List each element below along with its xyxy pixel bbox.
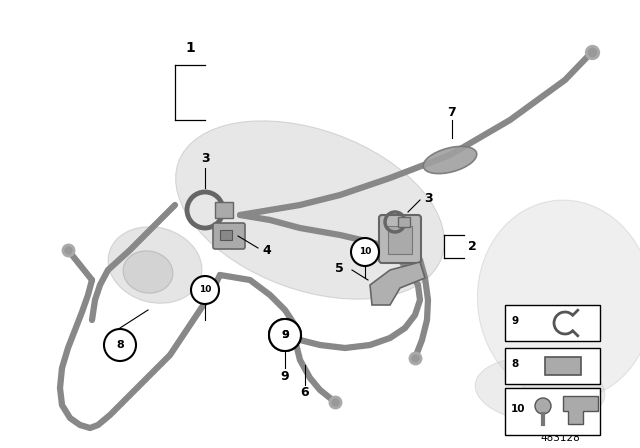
Text: 9: 9: [511, 316, 518, 326]
Ellipse shape: [423, 146, 477, 174]
Text: 10: 10: [359, 247, 371, 257]
Text: 2: 2: [468, 240, 477, 253]
Circle shape: [351, 238, 379, 266]
Text: 7: 7: [447, 105, 456, 119]
Circle shape: [269, 319, 301, 351]
Circle shape: [269, 319, 301, 351]
Ellipse shape: [477, 200, 640, 400]
Polygon shape: [563, 396, 598, 424]
Bar: [215, 202, 233, 218]
Circle shape: [191, 276, 219, 304]
Text: 3: 3: [201, 151, 209, 164]
Text: 9: 9: [281, 330, 289, 340]
Text: 10: 10: [511, 404, 525, 414]
Bar: [505, 348, 600, 384]
Text: 1: 1: [185, 41, 195, 55]
FancyBboxPatch shape: [379, 215, 421, 263]
Text: 9: 9: [281, 330, 289, 340]
Text: 10: 10: [199, 285, 211, 294]
Bar: [505, 388, 600, 435]
Text: 9: 9: [281, 370, 289, 383]
Polygon shape: [370, 262, 425, 305]
Bar: [220, 230, 232, 240]
FancyBboxPatch shape: [213, 223, 245, 249]
Text: 8: 8: [116, 340, 124, 350]
Circle shape: [535, 398, 551, 414]
Text: 4: 4: [262, 244, 271, 257]
Text: 8: 8: [511, 359, 518, 369]
Ellipse shape: [123, 251, 173, 293]
Text: 3: 3: [424, 191, 433, 204]
Bar: [545, 357, 581, 375]
Bar: [505, 305, 600, 341]
Bar: [388, 226, 412, 254]
Text: 483128: 483128: [540, 433, 580, 443]
Ellipse shape: [475, 357, 605, 423]
Text: 6: 6: [301, 385, 309, 399]
Ellipse shape: [108, 227, 202, 303]
Text: 5: 5: [335, 262, 344, 275]
Bar: [398, 217, 410, 227]
Ellipse shape: [175, 121, 444, 299]
Circle shape: [104, 329, 136, 361]
